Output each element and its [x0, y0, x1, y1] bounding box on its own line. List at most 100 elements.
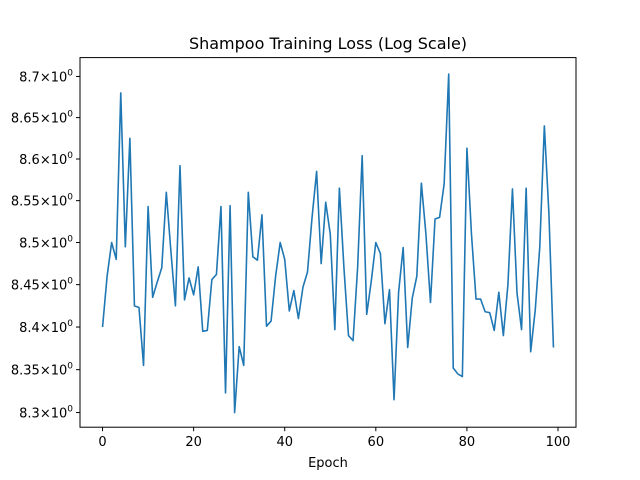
data-point [553, 347, 554, 348]
data-point [280, 242, 281, 243]
data-point [343, 267, 344, 268]
data-point [129, 138, 130, 139]
data-point [302, 287, 303, 288]
data-point [116, 259, 117, 260]
data-point [307, 271, 308, 272]
y-tick-label: 8.6×100 [19, 151, 73, 168]
data-point [220, 206, 221, 207]
data-point [334, 329, 335, 330]
x-tick-label: 20 [185, 435, 202, 450]
y-tick-label: 8.3×100 [19, 405, 73, 422]
data-point [434, 218, 435, 219]
data-point [526, 188, 527, 189]
data-point [107, 276, 108, 277]
data-point [512, 188, 513, 189]
data-point [161, 267, 162, 268]
data-point [398, 292, 399, 293]
y-tick-label: 8.4×100 [19, 319, 73, 336]
y-axis: 8.3×100 8.35×100 8.4×100 8.45×100 8.5×100 8.5… [11, 68, 80, 422]
x-tick-label: 40 [276, 435, 293, 450]
data-point [321, 263, 322, 264]
data-point [261, 214, 262, 215]
data-point [330, 234, 331, 235]
data-point [480, 298, 481, 299]
x-tick-label: 60 [368, 435, 385, 450]
data-point [239, 346, 240, 347]
data-point [489, 312, 490, 313]
data-point [298, 318, 299, 319]
data-point [375, 242, 376, 243]
data-point [229, 205, 230, 206]
data-point [453, 367, 454, 368]
data-point [193, 294, 194, 295]
data-point [530, 351, 531, 352]
data-point [211, 279, 212, 280]
x-tick-label: 0 [98, 435, 106, 450]
data-point [494, 330, 495, 331]
data-point [544, 125, 545, 126]
data-point [125, 246, 126, 247]
data-point [252, 256, 253, 257]
loss-series-line [101, 73, 555, 414]
data-point [516, 293, 517, 294]
data-point [102, 326, 103, 327]
data-point [175, 305, 176, 306]
data-point [243, 365, 244, 366]
data-point [412, 298, 413, 299]
data-point [366, 314, 367, 315]
data-point [293, 290, 294, 291]
data-point [111, 242, 112, 243]
data-point [339, 188, 340, 189]
data-point [311, 217, 312, 218]
data-point [138, 307, 139, 308]
data-point [357, 267, 358, 268]
data-point [539, 246, 540, 247]
data-point [325, 202, 326, 203]
data-point [352, 340, 353, 341]
data-point [316, 171, 317, 172]
y-tick-label: 8.5×100 [19, 235, 73, 252]
data-point [389, 289, 390, 290]
data-point [198, 266, 199, 267]
data-point [393, 399, 394, 400]
data-point [425, 234, 426, 235]
data-point [362, 155, 363, 156]
data-point [152, 297, 153, 298]
data-point [143, 365, 144, 366]
data-point [403, 247, 404, 248]
data-point [439, 217, 440, 218]
data-point [207, 330, 208, 331]
data-point [270, 320, 271, 321]
axes-frame [79, 57, 577, 428]
data-point [462, 376, 463, 377]
data-point [471, 234, 472, 235]
data-point [475, 298, 476, 299]
data-point [371, 281, 372, 282]
data-point [430, 302, 431, 303]
y-tick-label: 8.35×100 [11, 362, 73, 379]
data-point [202, 331, 203, 332]
data-point [170, 250, 171, 251]
plot-area [101, 73, 555, 414]
data-point [188, 277, 189, 278]
data-point [466, 148, 467, 149]
data-point [507, 284, 508, 285]
x-axis-label: Epoch [308, 456, 348, 471]
data-point [157, 282, 158, 283]
data-point [421, 183, 422, 184]
data-point [179, 165, 180, 166]
data-point [457, 373, 458, 374]
data-point [289, 310, 290, 311]
data-point [380, 253, 381, 254]
y-tick-label: 8.65×100 [11, 110, 73, 127]
x-axis: 0 20 40 60 80 100 [98, 427, 570, 450]
data-point [225, 392, 226, 393]
data-point [348, 335, 349, 336]
data-point [275, 276, 276, 277]
data-point [444, 183, 445, 184]
chart-title: Shampoo Training Loss (Log Scale) [189, 34, 467, 53]
data-point [416, 276, 417, 277]
data-point [257, 260, 258, 261]
data-point [384, 323, 385, 324]
